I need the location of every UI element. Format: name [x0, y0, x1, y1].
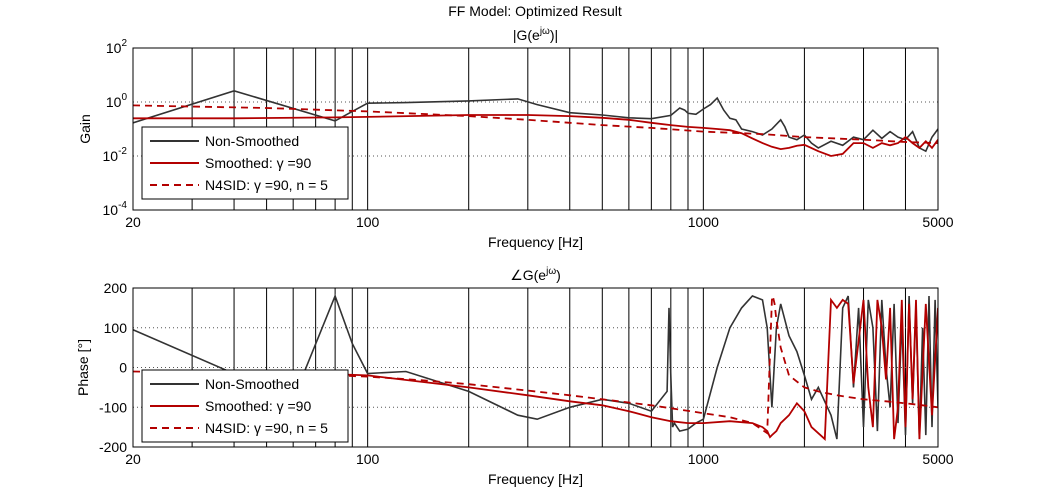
- y-axis-label: Phase [°]: [75, 339, 91, 396]
- subplot-title: |G(ejω)|: [513, 26, 558, 43]
- x-tick-label: 5000: [922, 214, 953, 230]
- plot-2: 20 100 1000 5000 -200 -100 0 100 200 Frequency [H…: [75, 266, 954, 487]
- y-tick-label: 100: [106, 92, 128, 110]
- y-tick-label: 100: [104, 320, 128, 336]
- figure-title: FF Model: Optimized Result: [448, 3, 622, 19]
- y-tick-label: -100: [99, 399, 127, 415]
- legend-label-3: N4SID: γ =90, n = 5: [205, 177, 328, 193]
- y-tick-exponent: -2: [118, 146, 127, 157]
- x-axis-label: Frequency [Hz]: [488, 471, 583, 487]
- legend-label-2: Smoothed: γ =90: [205, 155, 311, 171]
- subplot-title: ∠G(ejω): [510, 266, 561, 283]
- y-tick-label: 0: [119, 360, 127, 376]
- legend-label-3: N4SID: γ =90, n = 5: [205, 420, 328, 436]
- subplot-title-sup: jω: [545, 266, 556, 277]
- y-tick-exponent: 2: [121, 38, 127, 49]
- y-tick-base: 10: [103, 202, 119, 218]
- axes-box: [132, 47, 939, 211]
- x-tick-label: 1000: [688, 451, 719, 467]
- y-axis-label: Gain: [77, 114, 93, 144]
- x-tick-label: 100: [356, 451, 380, 467]
- y-tick-base: 10: [103, 148, 119, 164]
- subplot-title-sup: jω: [539, 26, 550, 37]
- y-tick-exponent: -4: [118, 200, 127, 211]
- y-tick-label: 10-4: [103, 200, 128, 218]
- subplot-title-base: |G(e: [513, 27, 540, 43]
- series-line-2: [133, 114, 938, 157]
- legend: Non-Smoothed Smoothed: γ =90 N4SID: γ =90,…: [141, 126, 349, 200]
- y-tick-base: 10: [106, 40, 122, 56]
- subplot-title-base: ∠G(e: [510, 267, 546, 283]
- series-line-3: [133, 104, 938, 144]
- subplot-title-tail: )|: [550, 27, 558, 43]
- x-tick-label: 1000: [688, 214, 719, 230]
- legend: Non-Smoothed Smoothed: γ =90 N4SID: γ =90,…: [141, 369, 349, 443]
- series-line-3: [133, 295, 938, 435]
- x-tick-label: 5000: [922, 451, 953, 467]
- axes-box: [132, 287, 939, 448]
- legend-label-1: Non-Smoothed: [205, 376, 299, 392]
- y-tick-label: 200: [104, 280, 128, 296]
- legend-label-2: Smoothed: γ =90: [205, 398, 311, 414]
- y-tick-label: 10-2: [103, 146, 128, 164]
- legend-label-1: Non-Smoothed: [205, 133, 299, 149]
- x-axis-label: Frequency [Hz]: [488, 234, 583, 250]
- y-tick-label: 102: [106, 38, 128, 56]
- x-tick-label: 20: [125, 214, 141, 230]
- subplot-title-tail: ): [556, 267, 561, 283]
- series-line-1: [133, 89, 938, 153]
- y-tick-exponent: 0: [121, 92, 127, 103]
- x-tick-label: 20: [125, 451, 141, 467]
- y-tick-base: 10: [106, 94, 122, 110]
- y-tick-label: -200: [99, 439, 127, 455]
- series-line-2: [315, 297, 938, 442]
- x-tick-label: 100: [356, 214, 380, 230]
